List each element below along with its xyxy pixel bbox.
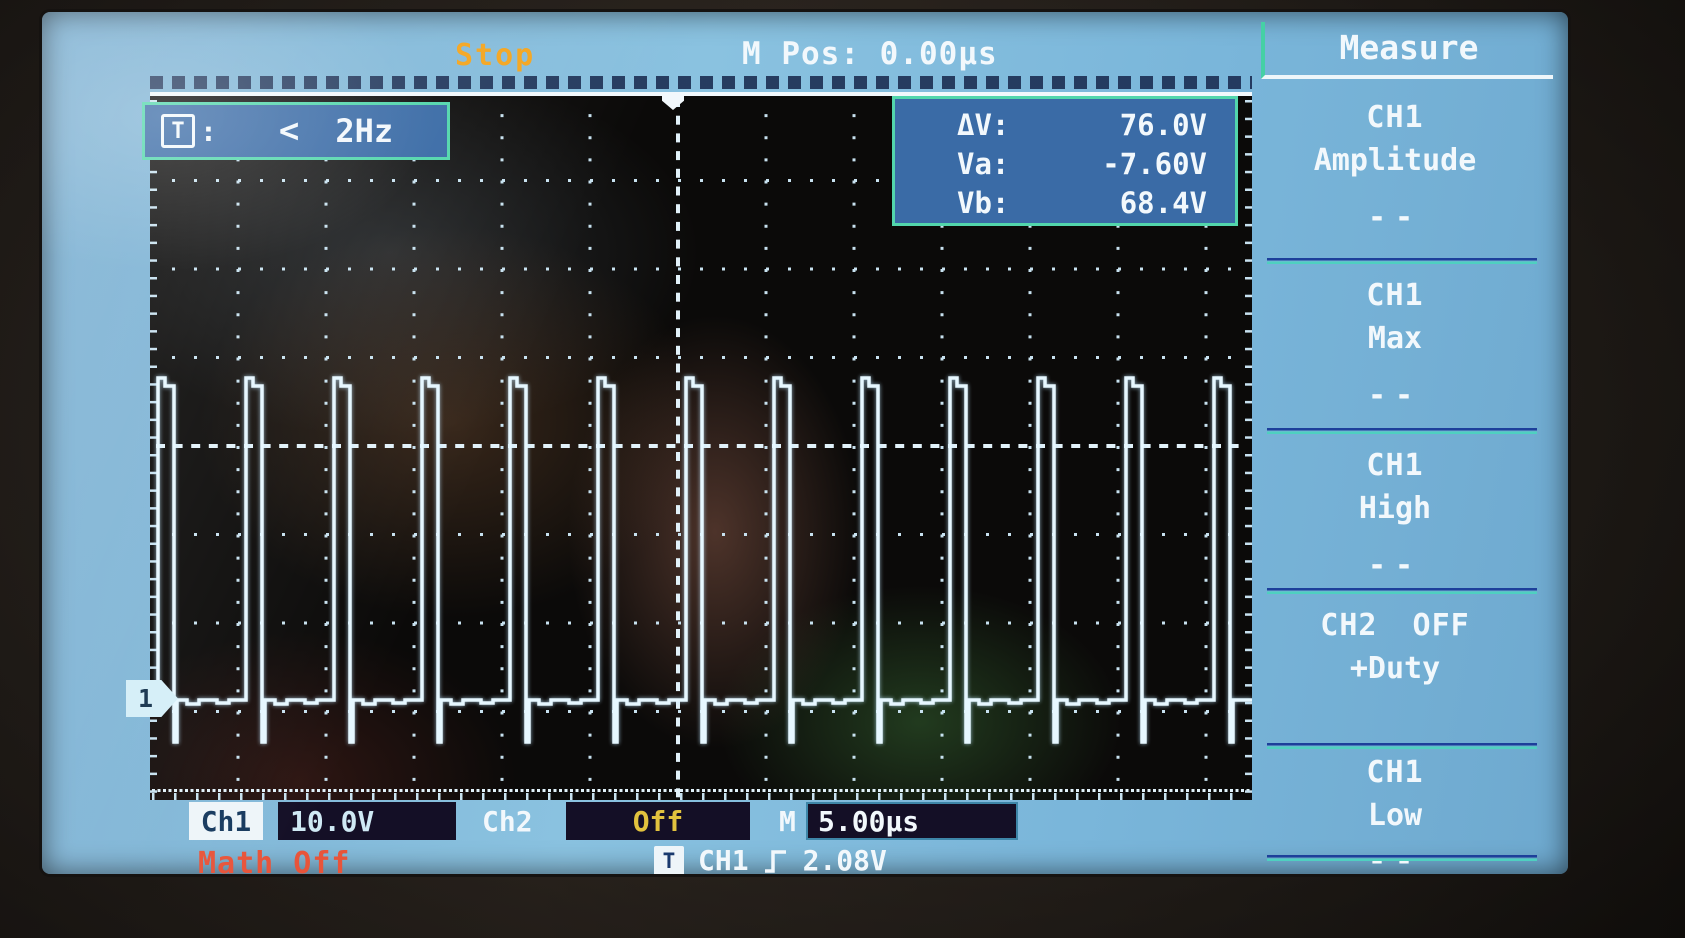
menu-item-value: -- xyxy=(1367,548,1423,583)
trigger-separator: : xyxy=(200,114,217,148)
timebase-readout: 5.00µs xyxy=(806,802,1018,840)
menu-item-source: CH1 xyxy=(1366,100,1424,135)
menu-divider xyxy=(1267,258,1537,264)
menu-item-type: Low xyxy=(1367,798,1423,833)
measurement-overlay: ΔV: 76.0V Va: -7.60V Vb: 68.4V xyxy=(892,96,1238,226)
menu-item-value: -- xyxy=(1367,200,1423,235)
measurement-value: 76.0V xyxy=(1119,107,1207,142)
measure-menu: Measure CH1 Amplitude -- CH1 Max -- CH1 … xyxy=(1255,12,1568,874)
ch1-trace xyxy=(150,376,1252,744)
record-view-bar xyxy=(150,92,1252,96)
menu-item-type: Amplitude xyxy=(1313,143,1477,178)
trigger-icon-badge: T xyxy=(654,845,684,874)
acquisition-status: Stop xyxy=(455,38,536,73)
trigger-status-box: T : < 2Hz xyxy=(142,102,450,160)
trigger-icon: T xyxy=(161,114,195,148)
menu-item-source: CH1 xyxy=(1366,278,1424,313)
measurement-row: Va: -7.60V xyxy=(895,144,1235,183)
menu-divider xyxy=(1267,588,1537,594)
graticule-top-ticks xyxy=(150,76,1252,89)
measurement-value: 68.4V xyxy=(1119,185,1207,220)
measurement-value: -7.60V xyxy=(1102,146,1207,181)
menu-divider xyxy=(1267,428,1537,434)
ch1-scale-readout: 10.0V xyxy=(278,802,456,840)
lcd-screen: Stop M Pos: 0.00µs 1 T : < 2Hz ΔV: 76.0V… xyxy=(42,12,1568,874)
menu-item-value: -- xyxy=(1367,378,1423,413)
trigger-condition: < xyxy=(278,111,300,151)
menu-item-ch1-high: CH1 High -- xyxy=(1255,434,1535,583)
measurement-row: Vb: 68.4V xyxy=(895,183,1235,222)
trigger-source-readout: CH1 xyxy=(698,844,749,874)
trigger-frequency-readout: 2Hz xyxy=(335,112,394,150)
ch1-label-badge: Ch1 xyxy=(189,802,263,840)
status-bar-row1: Ch1 10.0V Ch2 Off M 5.00µs xyxy=(42,802,1252,842)
horizontal-position-readout: M Pos: 0.00µs xyxy=(742,36,998,72)
menu-item-ch1-max: CH1 Max -- xyxy=(1255,264,1535,413)
menu-item-type: +Duty xyxy=(1349,651,1441,686)
measurement-label: Vb: xyxy=(957,185,1010,220)
menu-item-source: CH1 xyxy=(1366,448,1424,483)
measure-menu-title: Measure xyxy=(1261,22,1553,79)
trigger-level-readout: 2.08V xyxy=(802,844,887,874)
menu-item-ch2-duty: CH2 OFF +Duty xyxy=(1255,594,1535,686)
ch2-status-readout: Off xyxy=(566,802,750,840)
measurement-label: ΔV: xyxy=(957,107,1010,142)
menu-divider xyxy=(1267,855,1537,861)
menu-item-source: CH1 xyxy=(1366,755,1424,790)
timebase-label: M xyxy=(779,805,796,838)
measurement-label: Va: xyxy=(957,146,1010,181)
trigger-slope-icon xyxy=(764,849,786,873)
menu-divider xyxy=(1267,743,1537,749)
math-status: Math Off xyxy=(198,846,351,874)
menu-item-type: High xyxy=(1358,491,1432,526)
status-bar-row2: Math Off T CH1 2.08V xyxy=(42,844,1252,874)
trigger-readout-group: T CH1 2.08V xyxy=(654,844,887,874)
menu-item-source: CH2 OFF xyxy=(1320,608,1470,643)
ch2-label: Ch2 xyxy=(482,805,533,838)
menu-item-ch1-amplitude: CH1 Amplitude -- xyxy=(1255,86,1535,235)
menu-item-type: Max xyxy=(1367,321,1423,356)
channel1-marker-label: 1 xyxy=(138,684,154,713)
measurement-row: ΔV: 76.0V xyxy=(895,105,1235,144)
